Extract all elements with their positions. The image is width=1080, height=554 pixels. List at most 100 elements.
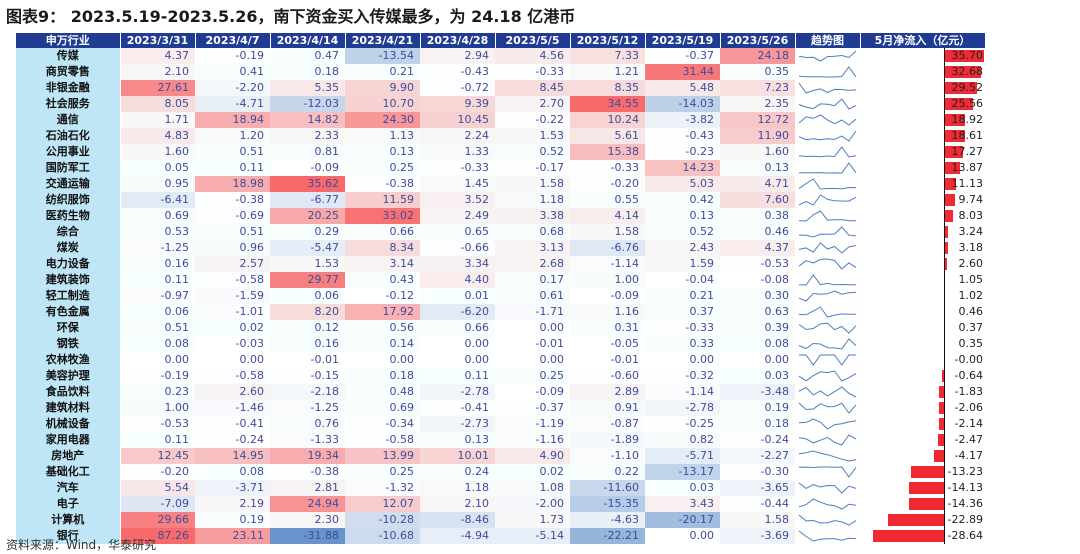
- sparkline-path: [798, 290, 857, 302]
- table-row: 银行 87.26 23.11 -31.88 -10.68 -4.94 -5.14 -22.21…: [16, 528, 985, 544]
- weekly-value-cell: 0.13: [420, 432, 495, 448]
- may-inflow-bar: [944, 226, 948, 238]
- sparkline-path: [799, 354, 856, 366]
- weekly-value-cell: -1.71: [495, 304, 570, 320]
- weekly-value-cell: 1.21: [570, 64, 645, 80]
- weekly-value-cell: -0.15: [270, 368, 345, 384]
- may-inflow-cell: 0.37: [860, 320, 985, 336]
- weekly-value-cell: 34.55: [570, 96, 645, 112]
- bar-axis: [944, 112, 945, 128]
- trend-sparkline: [798, 146, 857, 158]
- bar-axis: [944, 336, 945, 352]
- industry-cell: 建筑材料: [16, 400, 121, 416]
- weekly-value-cell: -0.38: [345, 176, 420, 192]
- trend-sparkline-cell: [795, 240, 860, 256]
- may-inflow-cell: 1.05: [860, 272, 985, 288]
- trend-sparkline-cell: [795, 512, 860, 528]
- weekly-value-cell: 0.76: [270, 416, 345, 432]
- may-inflow-value: 17.27: [951, 145, 984, 158]
- trend-sparkline: [798, 498, 857, 510]
- header-date: 2023/5/26: [720, 33, 796, 48]
- weekly-value-cell: -0.87: [570, 416, 645, 432]
- weekly-value-cell: 0.19: [195, 512, 270, 528]
- weekly-value-cell: 4.90: [495, 448, 570, 464]
- may-inflow-value: 29.52: [951, 81, 984, 94]
- sparkline-path: [798, 226, 857, 238]
- may-inflow-cell: -14.13: [860, 480, 985, 496]
- weekly-value-cell: -0.09: [270, 160, 345, 176]
- header-date: 2023/4/14: [270, 33, 346, 48]
- weekly-value-cell: 29.77: [270, 272, 345, 288]
- may-inflow-cell: 8.03: [860, 208, 985, 224]
- may-inflow-bar: [944, 258, 947, 270]
- weekly-value-cell: 1.16: [570, 304, 645, 320]
- weekly-value-cell: 3.13: [495, 240, 570, 256]
- weekly-value-cell: 0.18: [720, 416, 795, 432]
- weekly-value-cell: -0.20: [570, 176, 645, 192]
- table-row: 基础化工 -0.20 0.08 -0.38 0.25 0.24 0.02 0.22 -13.17…: [16, 464, 985, 480]
- weekly-value-cell: 0.69: [120, 208, 195, 224]
- weekly-value-cell: 0.02: [495, 464, 570, 480]
- may-inflow-bar: [944, 114, 966, 126]
- trend-sparkline: [798, 402, 857, 414]
- sparkline-path: [798, 82, 857, 94]
- weekly-value-cell: 5.35: [270, 80, 345, 96]
- header-date: 2023/4/28: [420, 33, 496, 48]
- table-row: 建筑装饰 0.11 -0.58 29.77 0.43 4.40 0.17 1.00 -0.04-…: [16, 272, 985, 288]
- weekly-value-cell: 1.58: [720, 512, 795, 528]
- weekly-value-cell: 0.41: [195, 64, 270, 80]
- may-inflow-bar: [944, 210, 953, 222]
- weekly-value-cell: 2.68: [495, 256, 570, 272]
- industry-cell: 电子: [16, 496, 121, 512]
- trend-sparkline-cell: [795, 352, 860, 368]
- weekly-value-cell: -3.71: [195, 480, 270, 496]
- may-inflow-value: -0.64: [954, 369, 983, 382]
- weekly-value-cell: 35.62: [270, 176, 345, 192]
- trend-sparkline: [798, 226, 857, 238]
- weekly-value-cell: 23.11: [195, 528, 270, 544]
- sparkline-path: [798, 146, 857, 158]
- weekly-value-cell: -22.21: [570, 528, 645, 544]
- weekly-value-cell: 0.00: [645, 528, 720, 544]
- sparkline-path: [798, 322, 857, 334]
- source-note: 资料来源：Wind，华泰研究: [6, 538, 157, 552]
- weekly-value-cell: 0.25: [345, 464, 420, 480]
- table-row: 电子 -7.09 2.19 24.94 12.07 2.10 -2.00 -15.35 3.43…: [16, 496, 985, 512]
- weekly-value-cell: 5.54: [120, 480, 195, 496]
- weekly-value-cell: 0.00: [495, 352, 570, 368]
- bar-axis: [944, 528, 945, 544]
- weekly-value-cell: -0.03: [195, 336, 270, 352]
- weekly-value-cell: 0.08: [720, 336, 795, 352]
- table-row: 纺织服饰 -6.41 -0.38 -6.77 11.59 3.52 1.18 0.55 0.42…: [16, 192, 985, 208]
- weekly-value-cell: 2.89: [570, 384, 645, 400]
- sparkline-path: [798, 66, 857, 78]
- weekly-value-cell: 2.81: [270, 480, 345, 496]
- weekly-value-cell: 1.58: [495, 176, 570, 192]
- may-inflow-value: 0.37: [958, 321, 984, 334]
- trend-sparkline-cell: [795, 176, 860, 192]
- weekly-value-cell: -0.05: [570, 336, 645, 352]
- weekly-value-cell: 10.45: [420, 112, 495, 128]
- weekly-value-cell: 0.38: [720, 208, 795, 224]
- bar-axis: [944, 320, 945, 336]
- weekly-value-cell: 0.18: [345, 368, 420, 384]
- weekly-value-cell: 12.45: [120, 448, 195, 464]
- weekly-value-cell: -1.46: [195, 400, 270, 416]
- trend-sparkline-cell: [795, 208, 860, 224]
- weekly-value-cell: -0.20: [120, 464, 195, 480]
- sparkline-path: [798, 210, 857, 222]
- bar-axis: [944, 256, 945, 272]
- weekly-value-cell: -0.12: [345, 288, 420, 304]
- weekly-value-cell: 0.31: [570, 320, 645, 336]
- table-row: 石油石化 4.83 1.20 2.33 1.13 2.24 1.53 5.61 -0.43 11.…: [16, 128, 985, 144]
- sparkline-path: [798, 114, 857, 126]
- table-body: 传媒 4.37 -0.19 0.47 -13.54 2.94 4.56 7.33 -0.37 24…: [16, 48, 985, 544]
- weekly-value-cell: -0.41: [195, 416, 270, 432]
- weekly-value-cell: -0.24: [720, 432, 795, 448]
- weekly-value-cell: 18.98: [195, 176, 270, 192]
- industry-cell: 石油石化: [16, 128, 121, 144]
- weekly-value-cell: -0.38: [195, 192, 270, 208]
- bar-axis: [944, 208, 945, 224]
- sparkline-path: [798, 402, 857, 414]
- may-inflow-cell: 9.74: [860, 192, 985, 208]
